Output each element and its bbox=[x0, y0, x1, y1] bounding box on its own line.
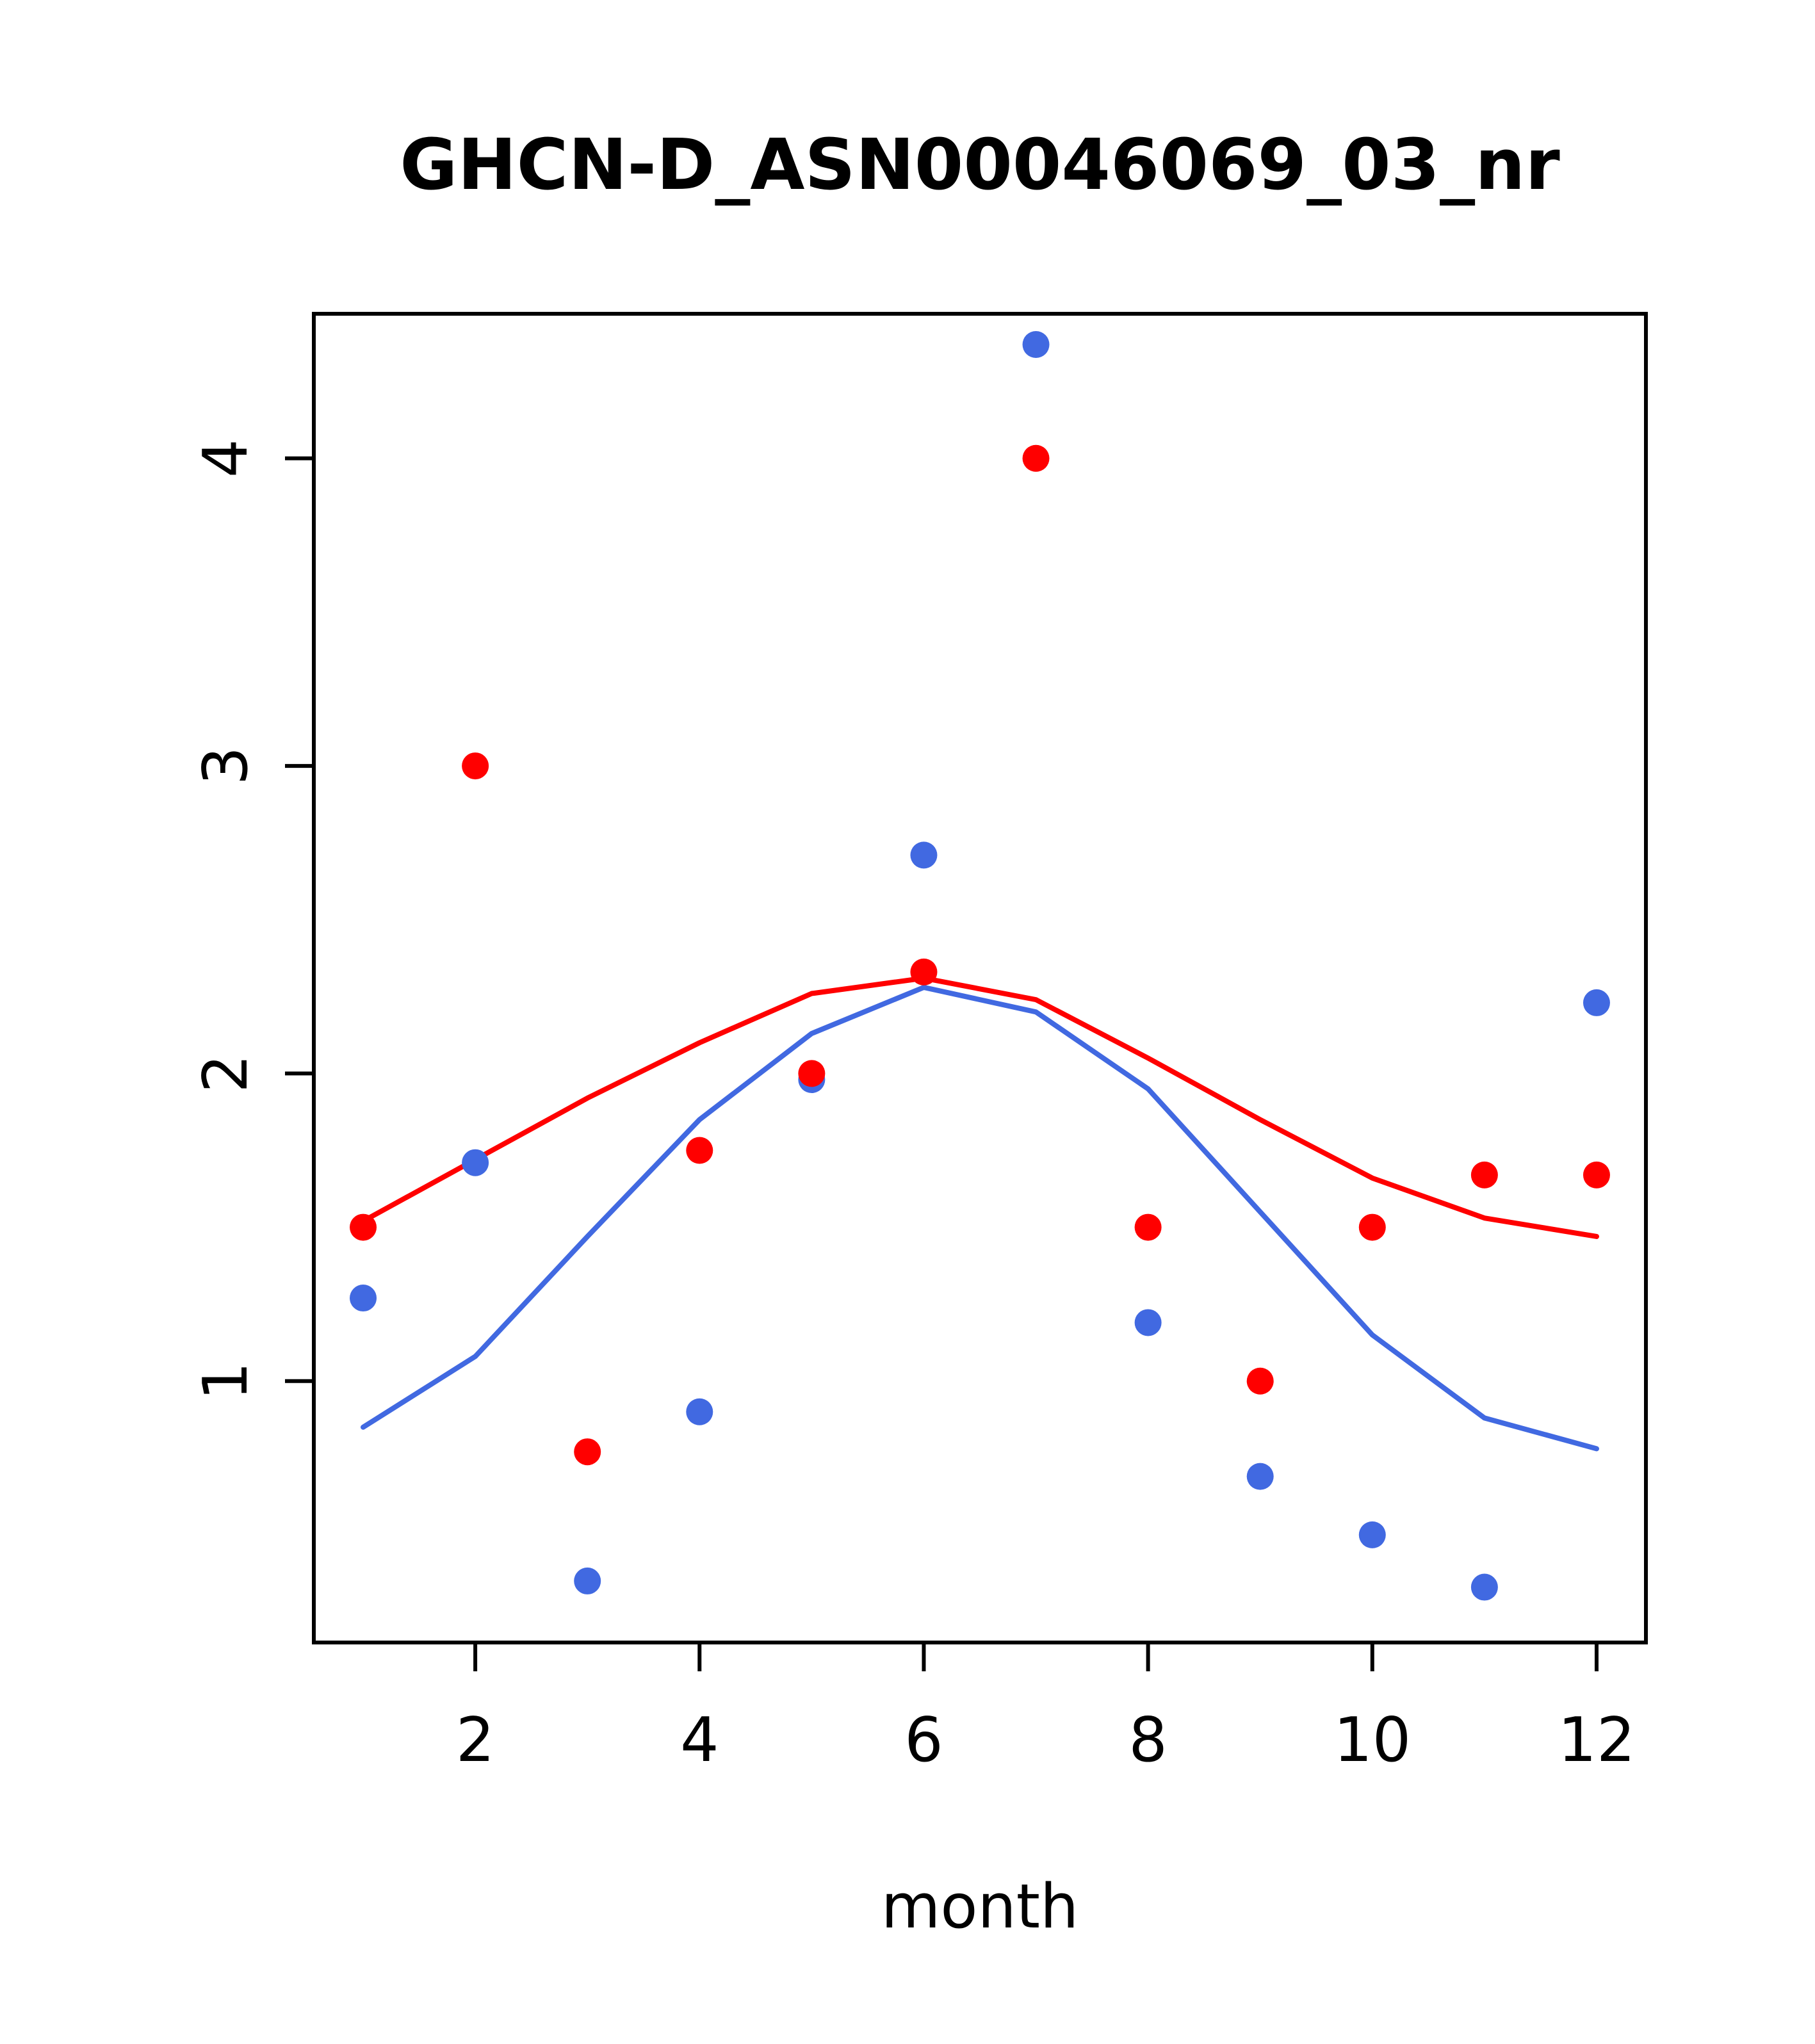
blue-point bbox=[574, 1567, 601, 1594]
red-point bbox=[798, 1060, 826, 1087]
blue-point bbox=[1246, 1463, 1274, 1490]
blue-point bbox=[1134, 1309, 1162, 1336]
blue-point bbox=[462, 1149, 489, 1176]
blue-point bbox=[1358, 1521, 1386, 1548]
red-point bbox=[1583, 1161, 1610, 1188]
blue-point bbox=[1583, 989, 1610, 1016]
x-tick-label: 12 bbox=[1558, 1705, 1636, 1776]
x-tick-label: 8 bbox=[1128, 1705, 1167, 1776]
blue-point bbox=[1470, 1573, 1498, 1601]
y-tick-label: 2 bbox=[191, 1054, 261, 1092]
x-tick-label: 4 bbox=[680, 1705, 719, 1776]
y-tick-label: 3 bbox=[191, 747, 261, 785]
y-tick-label: 1 bbox=[191, 1361, 261, 1400]
plot-frame bbox=[312, 312, 1648, 1644]
red-point bbox=[574, 1438, 601, 1466]
blue-point bbox=[1022, 331, 1050, 359]
x-tick-label: 6 bbox=[904, 1705, 943, 1776]
x-axis-label: month bbox=[881, 1872, 1078, 1942]
red-point bbox=[686, 1137, 713, 1164]
red-point bbox=[1358, 1213, 1386, 1241]
chart-title: GHCN-D_ASN00046069_03_nr bbox=[400, 124, 1559, 206]
red-point bbox=[1134, 1213, 1162, 1241]
red-point bbox=[910, 958, 938, 986]
red-point bbox=[1246, 1367, 1274, 1395]
x-tick-label: 2 bbox=[456, 1705, 494, 1776]
red-point bbox=[1022, 444, 1050, 472]
red-trend-line bbox=[361, 975, 1599, 1239]
blue-point bbox=[350, 1285, 377, 1312]
blue-point bbox=[910, 841, 938, 869]
red-point bbox=[350, 1213, 377, 1241]
red-point bbox=[462, 752, 489, 780]
red-point bbox=[1470, 1161, 1498, 1188]
y-tick-label: 4 bbox=[191, 439, 261, 478]
x-tick-label: 10 bbox=[1333, 1705, 1411, 1776]
blue-point bbox=[686, 1398, 713, 1425]
blue-trend-line bbox=[361, 984, 1599, 1452]
